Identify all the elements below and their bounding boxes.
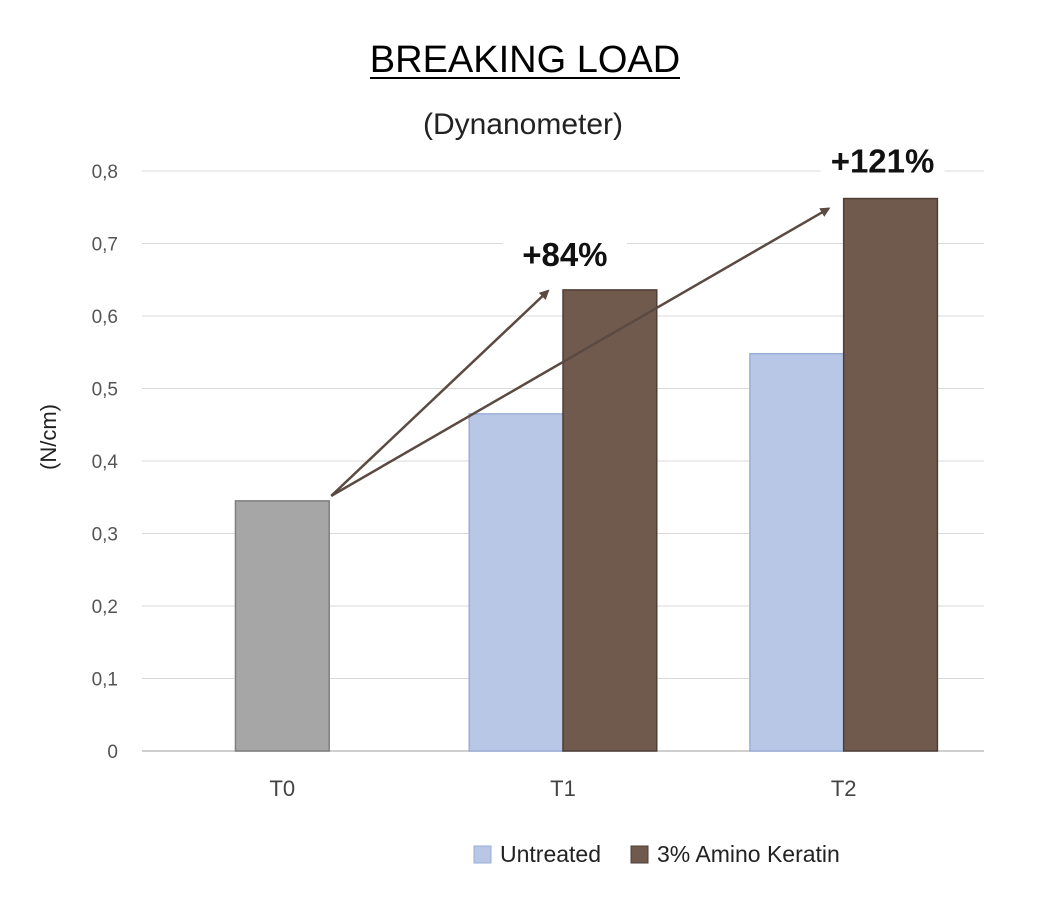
x-tick-label: T0 (269, 776, 295, 801)
bars (234, 197, 939, 752)
y-tick-label: 0,4 (92, 452, 119, 473)
bar-t1-3-amino-keratin (562, 289, 658, 752)
annotation-background (820, 140, 945, 185)
growth-arrows (330, 207, 831, 497)
annotation-t1: +84% (522, 236, 607, 273)
annotation-background (502, 233, 627, 278)
y-tick-label: 0,7 (92, 235, 118, 256)
bar-t0-baseline (234, 500, 330, 752)
legend: Untreated 3% Amino Keratin (473, 841, 840, 867)
legend-label-3-amino-keratin: 3% Amino Keratin (657, 841, 840, 867)
y-tick-label: 0,8 (92, 162, 118, 183)
bar-t1-untreated (468, 413, 564, 752)
x-tick-label: T1 (550, 776, 576, 801)
y-tick-label: 0,6 (92, 307, 118, 328)
chart-title: BREAKING LOAD (370, 39, 680, 81)
x-axis-ticks: T0 T1 T2 (269, 776, 856, 801)
y-tick-label: 0,5 (92, 380, 118, 401)
y-tick-label: 0 (107, 742, 118, 763)
y-axis-ticks: 0 0,1 0,2 0,3 0,4 0,5 0,6 0,7 0,8 (92, 162, 119, 763)
chart-subtitle: (Dynanometer) (423, 108, 623, 141)
y-tick-label: 0,2 (92, 597, 118, 618)
y-axis-label: (N/cm) (36, 404, 61, 470)
bar-t2-untreated (749, 352, 845, 752)
annotation-t2: +121% (831, 143, 935, 180)
annotations: +84% +121% (502, 140, 945, 278)
legend-swatch-untreated (473, 845, 492, 864)
y-tick-label: 0,1 (92, 670, 118, 691)
growth-arrow-t1 (330, 289, 550, 497)
legend-label-untreated: Untreated (500, 841, 601, 867)
growth-arrow-t2 (330, 207, 831, 497)
y-tick-label: 0,3 (92, 525, 118, 546)
x-tick-label: T2 (831, 776, 857, 801)
bar-t2-3-amino-keratin (842, 197, 939, 752)
legend-swatch-3-amino-keratin (630, 845, 649, 864)
